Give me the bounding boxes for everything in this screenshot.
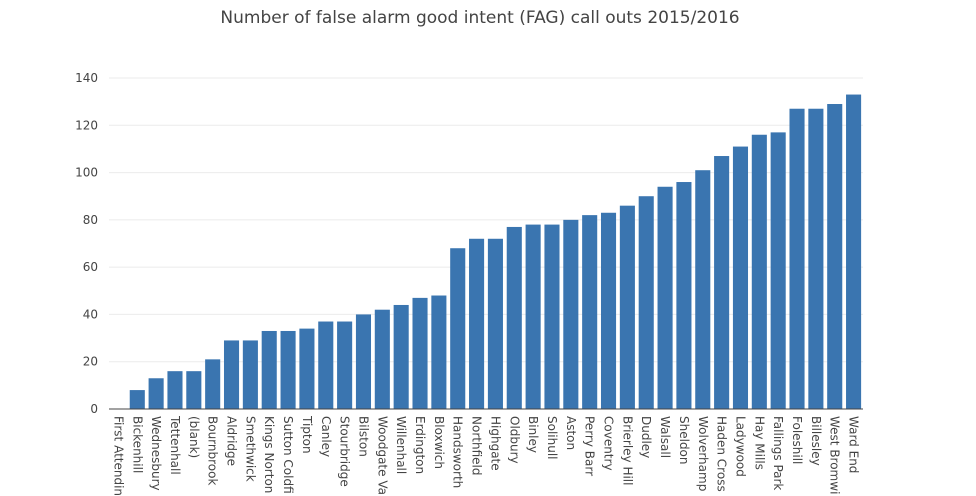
x-tick-label: Bournbrook bbox=[206, 416, 220, 485]
x-tick-label: Bilston bbox=[356, 416, 370, 457]
x-tick-label: Tettenhall bbox=[168, 415, 182, 475]
x-tick-label: Aldridge bbox=[225, 416, 239, 466]
y-tick-label: 60 bbox=[83, 260, 98, 274]
x-tick-label: Binley bbox=[526, 416, 540, 453]
x-tick-label: Ladywood bbox=[733, 416, 747, 477]
x-tick-label: (blank) bbox=[187, 416, 201, 458]
bar bbox=[506, 226, 522, 409]
x-tick-label: Woodgate Va bbox=[375, 416, 389, 495]
y-tick-label: 0 bbox=[90, 402, 98, 416]
x-tick-label: West Bromwi bbox=[828, 416, 842, 494]
bar bbox=[167, 371, 183, 409]
x-tick-label: Oldbury bbox=[507, 416, 521, 464]
bar bbox=[337, 321, 353, 409]
bar bbox=[374, 309, 390, 409]
y-tick-label: 40 bbox=[83, 307, 98, 321]
bar bbox=[827, 104, 843, 409]
bar bbox=[544, 224, 560, 409]
bar bbox=[657, 186, 673, 409]
bar bbox=[751, 134, 767, 409]
bar bbox=[299, 328, 315, 409]
y-tick-label: 120 bbox=[75, 118, 98, 132]
x-tick-label: Wolverhamp bbox=[696, 416, 710, 491]
y-axis-ticks: 0 20 40 60 80 100 120 140 bbox=[75, 71, 98, 416]
x-tick-label: Hay Mills bbox=[752, 416, 766, 470]
bar bbox=[789, 108, 805, 409]
bar bbox=[600, 212, 617, 409]
x-tick-label: Smethwick bbox=[243, 416, 257, 482]
bar bbox=[619, 205, 635, 409]
x-tick-label: Brierley Hill bbox=[620, 416, 634, 485]
x-tick-label: Walsall bbox=[658, 416, 672, 458]
bar bbox=[280, 330, 296, 409]
bar bbox=[412, 297, 428, 409]
bar bbox=[355, 314, 372, 409]
bar bbox=[638, 196, 654, 409]
x-tick-label: Perry Barr bbox=[583, 416, 597, 476]
bars bbox=[129, 94, 862, 410]
bar bbox=[808, 108, 824, 409]
x-tick-label: Bloxwich bbox=[432, 416, 446, 469]
x-tick-label: Foleshill bbox=[790, 416, 804, 464]
y-tick-label: 140 bbox=[75, 71, 98, 85]
bar bbox=[732, 146, 749, 410]
bar bbox=[770, 132, 786, 409]
bar bbox=[129, 390, 145, 409]
x-tick-label: Fallings Park bbox=[771, 416, 785, 490]
x-tick-label: Willenhall bbox=[394, 416, 408, 474]
bar bbox=[393, 304, 409, 409]
x-tick-label: Northfield bbox=[470, 416, 484, 475]
bar bbox=[318, 321, 334, 409]
x-tick-label: Canley bbox=[319, 416, 333, 457]
bar bbox=[487, 238, 503, 409]
bar bbox=[261, 330, 277, 409]
y-tick-label: 20 bbox=[83, 355, 98, 369]
bar bbox=[431, 295, 447, 409]
x-axis-ticks: First Attending Bickenhill Wednesbury Tette… bbox=[111, 415, 860, 496]
x-tick-label: Handsworth bbox=[451, 416, 465, 488]
bar bbox=[469, 238, 485, 409]
bar bbox=[525, 224, 541, 409]
x-tick-label: Billesley bbox=[809, 416, 823, 466]
bar bbox=[846, 94, 862, 410]
y-tick-label: 80 bbox=[83, 213, 98, 227]
x-tick-label: Dudley bbox=[639, 416, 653, 458]
x-tick-label: Haden Cross bbox=[715, 416, 729, 492]
x-tick-label: Aston bbox=[564, 416, 578, 450]
x-tick-label: Stourbridge bbox=[338, 416, 352, 487]
gridlines bbox=[109, 77, 863, 363]
bar bbox=[242, 340, 258, 409]
bar bbox=[563, 219, 579, 409]
x-tick-label: Kings Norton bbox=[262, 416, 276, 493]
x-tick-label: Sutton Coldfi bbox=[281, 416, 295, 494]
bar bbox=[223, 340, 240, 409]
bar bbox=[676, 182, 692, 409]
x-tick-label: Tipton bbox=[300, 415, 314, 454]
bar bbox=[695, 170, 711, 409]
x-tick-label: Sheldon bbox=[677, 416, 691, 465]
bar bbox=[582, 215, 598, 409]
chart-title: Number of false alarm good intent (FAG) … bbox=[220, 8, 739, 28]
x-tick-label: Bickenhill bbox=[130, 416, 144, 473]
x-tick-label: Coventry bbox=[602, 416, 616, 471]
bar bbox=[714, 156, 730, 409]
x-tick-label: Erdington bbox=[413, 416, 427, 474]
x-tick-label: Ward End bbox=[847, 416, 861, 473]
x-tick-label: Highgate bbox=[488, 416, 502, 471]
bar bbox=[186, 371, 202, 409]
bar bbox=[205, 359, 221, 409]
x-tick-label: Wednesbury bbox=[149, 416, 163, 491]
y-tick-label: 100 bbox=[75, 166, 98, 180]
x-tick-label: Solihull bbox=[545, 416, 559, 460]
bar bbox=[148, 378, 164, 409]
x-tick-label: First Attending bbox=[111, 416, 125, 496]
bar bbox=[450, 248, 466, 409]
